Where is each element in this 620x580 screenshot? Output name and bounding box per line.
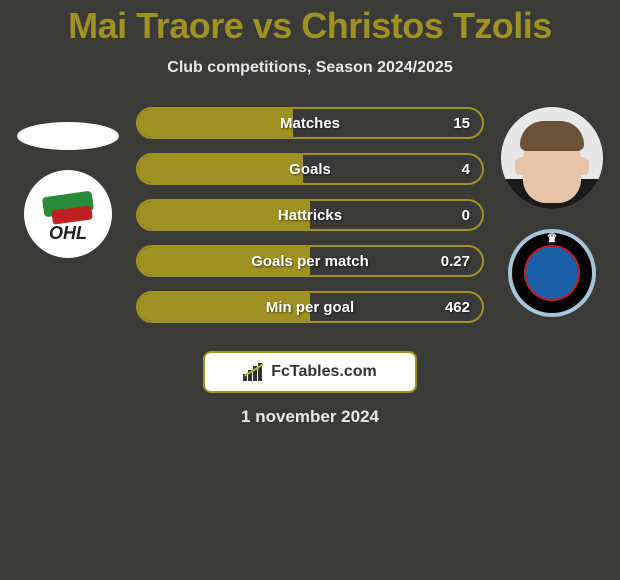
brand-text: FcTables.com bbox=[271, 363, 377, 381]
footer-date: 1 november 2024 bbox=[0, 407, 620, 427]
page-title: Mai Traore vs Christos Tzolis bbox=[0, 5, 620, 47]
comparison-card: Mai Traore vs Christos Tzolis Club compe… bbox=[0, 0, 620, 427]
player1-club-logo: OHL bbox=[24, 170, 112, 258]
brand-badge: FcTables.com bbox=[203, 351, 417, 393]
stats-column: Matches 15 Goals 4 Hattricks 0 Goals per… bbox=[128, 107, 492, 337]
stat-value: 4 bbox=[462, 161, 470, 178]
player2-photo bbox=[501, 107, 603, 209]
stat-value: 15 bbox=[453, 115, 470, 132]
subtitle: Club competitions, Season 2024/2025 bbox=[0, 59, 620, 77]
player2-column: ♛ bbox=[492, 107, 612, 317]
stat-row-min-per-goal: Min per goal 462 bbox=[136, 291, 484, 323]
stat-value: 462 bbox=[445, 299, 470, 316]
stat-row-hattricks: Hattricks 0 bbox=[136, 199, 484, 231]
player2-club-logo: ♛ bbox=[508, 229, 596, 317]
player1-photo bbox=[17, 122, 119, 150]
stat-label: Matches bbox=[138, 115, 482, 132]
stat-row-goals: Goals 4 bbox=[136, 153, 484, 185]
stat-value: 0 bbox=[462, 207, 470, 224]
chart-icon bbox=[243, 363, 265, 381]
stat-label: Min per goal bbox=[138, 299, 482, 316]
stat-row-matches: Matches 15 bbox=[136, 107, 484, 139]
stat-row-goals-per-match: Goals per match 0.27 bbox=[136, 245, 484, 277]
stat-label: Goals per match bbox=[138, 253, 482, 270]
ohl-text: OHL bbox=[49, 223, 87, 244]
player1-column: OHL bbox=[8, 107, 128, 258]
stat-label: Hattricks bbox=[138, 207, 482, 224]
brugge-inner-circle bbox=[524, 245, 580, 301]
face-icon bbox=[501, 107, 603, 209]
main-row: OHL Matches 15 Goals 4 Hattricks 0 Goals bbox=[0, 107, 620, 337]
stat-label: Goals bbox=[138, 161, 482, 178]
stat-value: 0.27 bbox=[441, 253, 470, 270]
